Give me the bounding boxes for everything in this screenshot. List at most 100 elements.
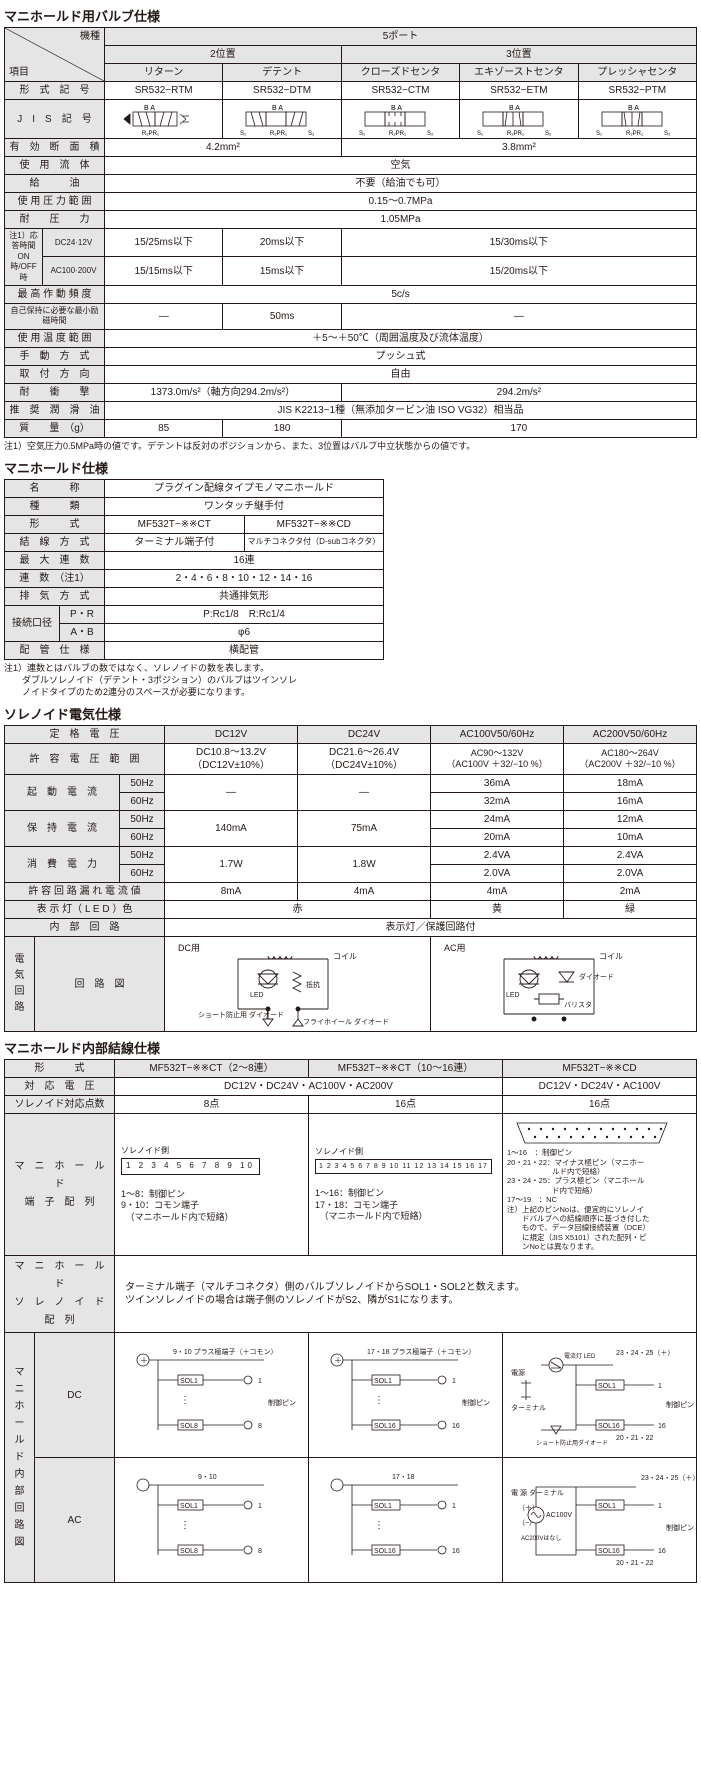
- port: 5ポート: [105, 28, 697, 46]
- term3: 1～16 ：制御ピン 20・21・22：マイナス極ピン（マニホー ルド内で短絡）…: [503, 1114, 697, 1256]
- wr-volt: 対 応 電 圧: [5, 1078, 115, 1096]
- svg-text:17・18: 17・18: [392, 1474, 415, 1481]
- m3: SR532−CTM: [341, 82, 459, 100]
- svg-text:制御ピン: 制御ピン: [268, 1398, 296, 1407]
- mw1: ターミナル端子付: [105, 533, 245, 551]
- svg-text:制御ピン: 制御ピン: [666, 1400, 694, 1409]
- resp-dc3: 15/30ms以下: [341, 229, 696, 257]
- svg-text:1: 1: [452, 1503, 456, 1510]
- svg-text:⋮: ⋮: [374, 1395, 384, 1406]
- r-mmodel: 形 式: [5, 515, 105, 533]
- svg-text:電源: 電源: [511, 1368, 525, 1377]
- pipe: 横配管: [105, 641, 384, 659]
- valve-title: マニホールド用バルブ仕様: [4, 6, 697, 25]
- svg-text:23・24・25（＋）: 23・24・25（＋）: [616, 1349, 674, 1357]
- sc3: AC100V50/60Hz: [431, 726, 564, 744]
- l2: 4mA: [298, 883, 431, 901]
- cnt: 2・4・6・8・10・12・14・16: [105, 569, 384, 587]
- r-diag: 回 路 図: [35, 937, 165, 1032]
- ac-d2: 17・18SOL1SOL16116⋮: [309, 1458, 503, 1583]
- jis1: B AR₂PR₁: [105, 100, 223, 139]
- svg-text:制御ピン: 制御ピン: [462, 1398, 490, 1407]
- svg-text:SOL16: SOL16: [598, 1548, 620, 1555]
- svg-text:SOL1: SOL1: [374, 1503, 392, 1510]
- r-power: 消 費 電 力: [5, 847, 120, 883]
- svg-text:8: 8: [258, 1423, 262, 1430]
- svg-text:SOL1: SOL1: [180, 1503, 198, 1510]
- sc4: AC200V50/60Hz: [563, 726, 696, 744]
- svg-text:LED: LED: [506, 992, 520, 999]
- svg-text:LED: LED: [250, 992, 264, 999]
- pr: P:Rc1/8 R:Rc1/4: [105, 605, 384, 623]
- mani-title: マニホールド仕様: [4, 458, 697, 477]
- hz50b: 50Hz: [120, 811, 165, 829]
- wm3: MF532T−※※CD: [503, 1060, 697, 1078]
- r-weight: 質 量 （g）: [5, 419, 105, 437]
- resp-ac2: 15ms以下: [223, 257, 341, 285]
- r-resp-pre: 注1）応答時間ON時/OFF時: [5, 229, 43, 286]
- svg-text:SOL16: SOL16: [598, 1423, 620, 1430]
- exc1: —: [105, 303, 223, 329]
- sol-table: 定 格 電 圧DC12VDC24VAC100V50/60HzAC200V50/6…: [4, 725, 697, 1032]
- svg-text:16: 16: [452, 1423, 460, 1430]
- svg-text:⋮: ⋮: [374, 1520, 384, 1531]
- jis2: B AS₁R₂PR₁S₂: [223, 100, 341, 139]
- r-led: 表 示 灯（ L E D ）色: [5, 901, 165, 919]
- r-lub: 推 奨 潤 滑 油: [5, 401, 105, 419]
- r-rated: 定 格 電 圧: [5, 726, 165, 744]
- m2: SR532−DTM: [223, 82, 341, 100]
- mani-table: 名 称プラグイン配線タイプモノマニホールド 種 類ワンタッチ継手付 形 式MF5…: [4, 479, 384, 660]
- svg-text:23・24・25（＋）: 23・24・25（＋）: [641, 1474, 696, 1482]
- s50-3: 36mA: [431, 775, 564, 793]
- r-exh: 排 気 方 式: [5, 587, 105, 605]
- svg-text:ダイオード: ダイオード: [579, 972, 614, 981]
- hz50a: 50Hz: [120, 775, 165, 793]
- svg-text:⋮: ⋮: [180, 1395, 190, 1406]
- sol-title: ソレノイド電気仕様: [4, 704, 697, 723]
- area2: 3.8mm²: [341, 139, 696, 157]
- svg-text:17・18 プラス極端子（＋コモン）: 17・18 プラス極端子（＋コモン）: [367, 1347, 475, 1356]
- svg-text:＋: ＋: [263, 1028, 272, 1029]
- hz60c: 60Hz: [120, 865, 165, 883]
- r-wire: 結 線 方 式: [5, 533, 105, 551]
- svg-text:9・10 プラス極端子（＋コモン）: 9・10 プラス極端子（＋コモン）: [173, 1347, 277, 1356]
- svg-text:コイル: コイル: [599, 952, 623, 961]
- exc3: —: [341, 303, 696, 329]
- r-resp-ac: AC100·200V: [43, 257, 105, 285]
- r-type: 種 類: [5, 497, 105, 515]
- exc2: 50ms: [223, 303, 341, 329]
- svg-text:R₂PR₁: R₂PR₁: [507, 131, 524, 136]
- svg-text:20・21・22: 20・21・22: [616, 1560, 653, 1567]
- solarr: ターミナル端子（マルチコネクタ）側のバルブソレノイドからSOL1・SOL2と数え…: [115, 1256, 697, 1333]
- corner-bot: 項目: [9, 66, 29, 79]
- resp-ac1: 15/15ms以下: [105, 257, 223, 285]
- pos2: 2位置: [105, 46, 342, 64]
- svg-text:⋮: ⋮: [180, 1520, 190, 1531]
- svg-text:B A: B A: [272, 105, 283, 112]
- wr-term: マ ニ ホ ー ル ド 端 子 配 列: [5, 1114, 115, 1256]
- p60-3: 2.0VA: [431, 865, 564, 883]
- r-circ: 内 部 回 路: [5, 919, 165, 937]
- r-manual: 手 動 方 式: [5, 347, 105, 365]
- svg-text:SOL8: SOL8: [180, 1548, 198, 1555]
- dc-d3: 電源ターミナル電流灯 LED23・24・25（＋）SOL1SOL16116制御ピ…: [503, 1333, 697, 1458]
- dash1: —: [165, 775, 298, 811]
- svg-text:SOL16: SOL16: [374, 1548, 396, 1555]
- svg-text:SOL1: SOL1: [374, 1378, 392, 1385]
- l3: 4mA: [431, 883, 564, 901]
- a4: AC180～264V （AC200V ＋32/−10 %）: [563, 744, 696, 775]
- jis5: B AS₁R₂PR₁S₂: [578, 100, 696, 139]
- p50-4: 2.4VA: [563, 847, 696, 865]
- r-freq: 最 高 作 動 頻 度: [5, 285, 105, 303]
- c5: プレッシャセンタ: [578, 64, 696, 82]
- svg-text:R₂PR₁: R₂PR₁: [626, 131, 643, 136]
- valve-note: 注1）空気圧力0.5MPa時の値です。デテントは反対のポジションから、また、3位…: [4, 440, 697, 452]
- svg-text:AC用: AC用: [444, 943, 466, 953]
- w2: 180: [223, 419, 341, 437]
- r-press: 使 用 圧 力 範 囲: [5, 193, 105, 211]
- w1: 85: [105, 419, 223, 437]
- l4: 2mA: [563, 883, 696, 901]
- svg-text:SOL1: SOL1: [598, 1503, 616, 1510]
- dc-d2: ＋17・18 プラス極端子（＋コモン）SOL1SOL16116制御ピン⋮: [309, 1333, 503, 1458]
- dash2: —: [298, 775, 431, 811]
